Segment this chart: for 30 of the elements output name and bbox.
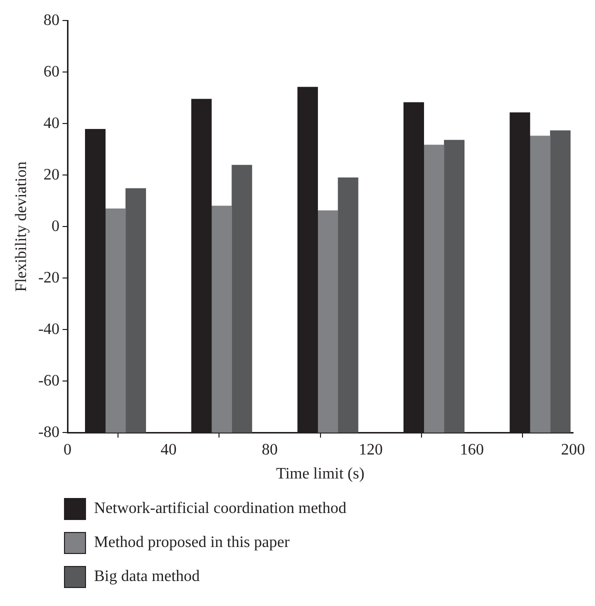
y-axis-title: Flexibility deviation [12, 161, 30, 292]
x-axis-title: Time limit (s) [276, 466, 364, 483]
bar [232, 164, 252, 433]
y-tick-label: -40 [38, 320, 60, 338]
x-tick-label: 160 [460, 441, 484, 458]
bar [530, 136, 550, 433]
y-tick-label: 0 [52, 218, 60, 235]
x-tick-label: 120 [358, 441, 383, 458]
bar [550, 130, 571, 433]
y-tick-label: 80 [44, 12, 60, 29]
y-tick-label: -20 [38, 269, 60, 286]
bar [424, 144, 444, 433]
bar [338, 177, 358, 433]
legend-label: Big data method [94, 568, 200, 586]
y-tick-label: 40 [44, 114, 60, 132]
x-tick-label: 200 [561, 441, 585, 458]
x-tick-label: 40 [160, 441, 177, 458]
y-tick-label: -80 [38, 424, 60, 441]
bar [444, 140, 465, 433]
legend-label: Network-artificial coordination method [94, 500, 346, 518]
bar [105, 208, 126, 433]
legend-label: Method proposed in this paper [94, 534, 290, 552]
x-tick-label: 0 [64, 441, 72, 458]
y-tick-label: -60 [38, 372, 60, 390]
x-tick-label: 80 [262, 441, 278, 458]
y-tick-label: 60 [44, 63, 60, 80]
bar [211, 206, 232, 433]
y-tick-label: 20 [44, 166, 60, 184]
bar [125, 188, 146, 433]
bar [318, 210, 338, 433]
